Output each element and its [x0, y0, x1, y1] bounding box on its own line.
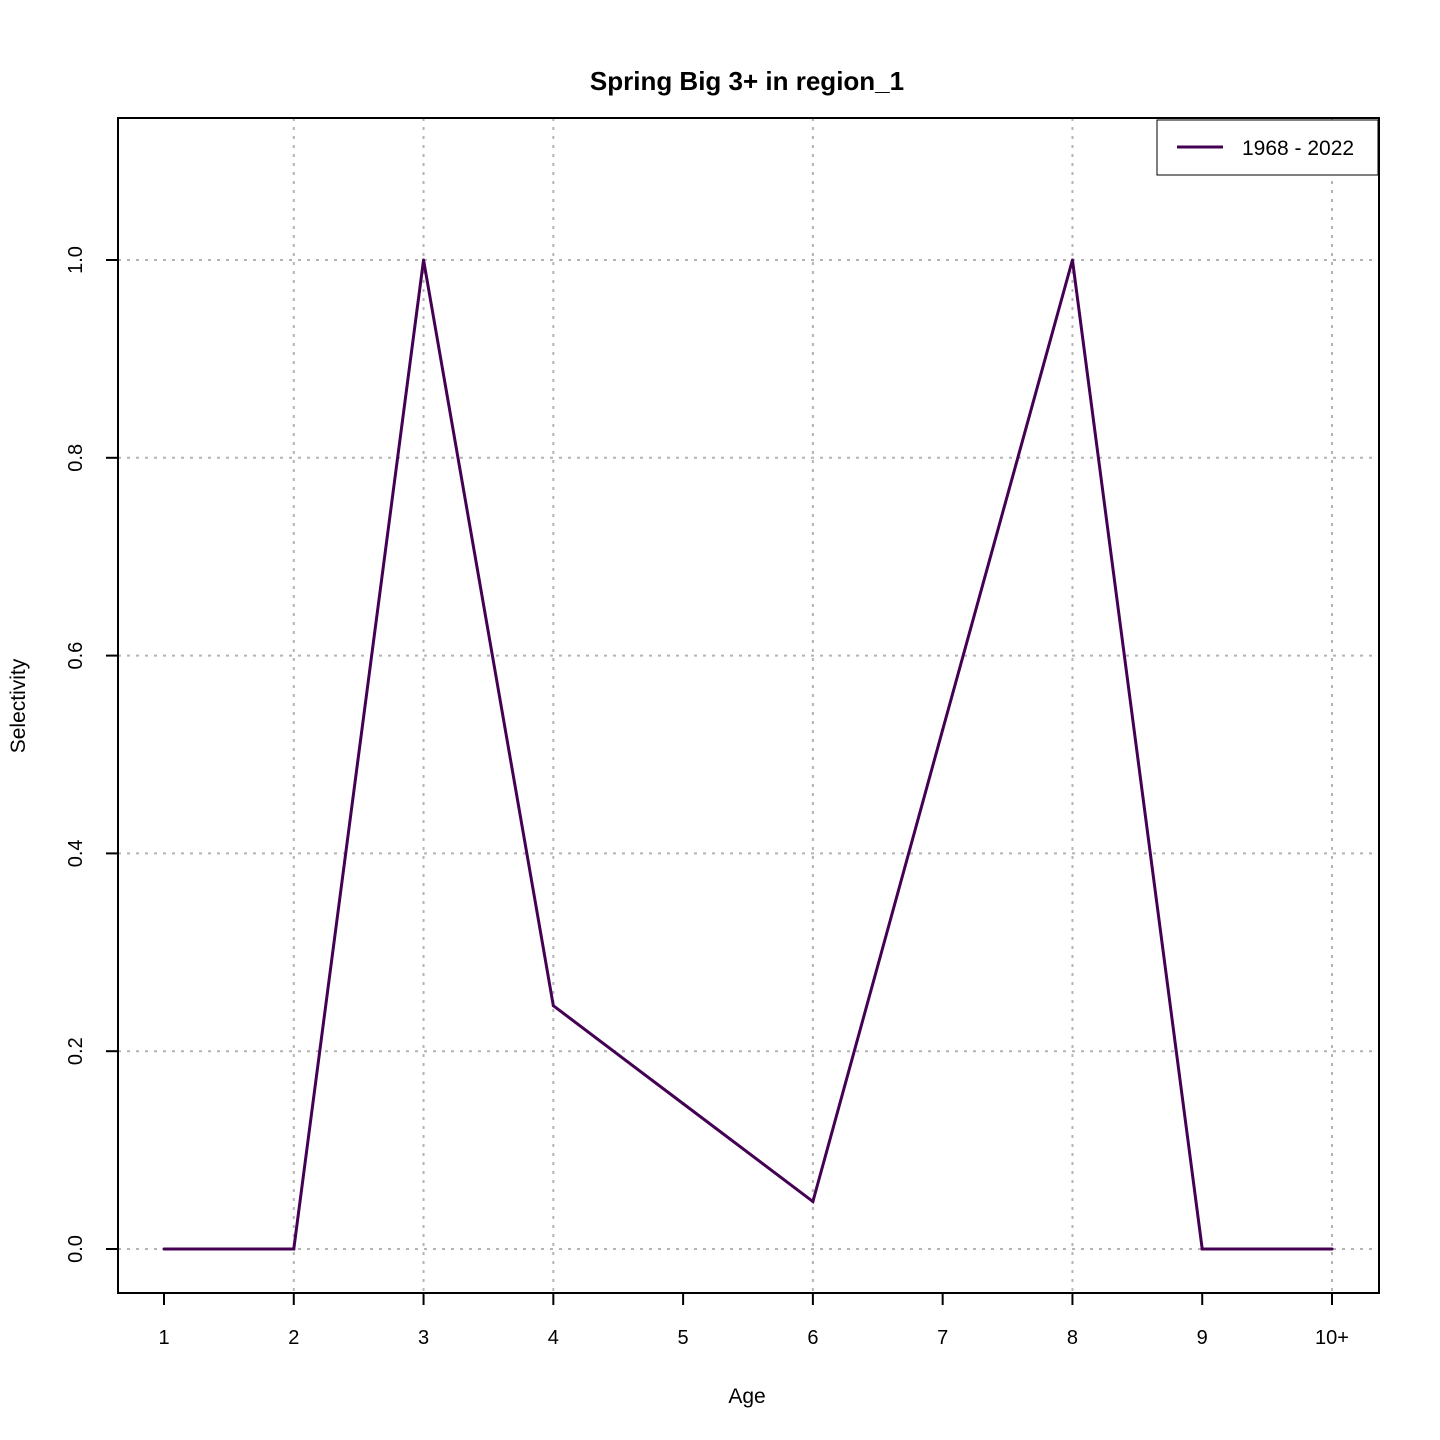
- series-line: [164, 259, 1332, 1251]
- data-point: [292, 1247, 296, 1251]
- y-axis: 0.0 0.2 0.4 0.6 0.8 1.0: [65, 246, 118, 1263]
- x-tick-label: 1: [158, 1327, 169, 1349]
- y-tick-label: 0.2: [65, 1037, 87, 1065]
- x-tick-label: 5: [678, 1327, 689, 1349]
- x-tick-label: 7: [937, 1327, 948, 1349]
- plot-frame: [117, 117, 1380, 1294]
- data-point: [422, 258, 426, 262]
- y-tick-label: 0.8: [65, 444, 87, 472]
- data-point: [1200, 1247, 1204, 1251]
- y-tick-label: 0.6: [65, 642, 87, 670]
- x-axis-label: Age: [728, 1385, 765, 1408]
- x-tick-label: 3: [418, 1327, 429, 1349]
- data-point: [681, 1102, 685, 1106]
- data-point: [162, 1247, 166, 1251]
- x-tick-label: 4: [548, 1327, 559, 1349]
- x-tick-label: 6: [807, 1327, 818, 1349]
- y-tick-label: 0.4: [65, 839, 87, 867]
- data-point: [551, 1004, 555, 1008]
- legend-label: 1968 - 2022: [1242, 137, 1354, 160]
- data-point: [811, 1200, 815, 1204]
- series-layer: [162, 258, 1334, 1251]
- data-point: [1070, 258, 1074, 262]
- y-tick-label: 0.0: [65, 1235, 87, 1263]
- x-axis: 1 2 3 4 5 6 7 8 9 10+: [158, 1293, 1349, 1349]
- legend: 1968 - 2022: [1156, 119, 1379, 176]
- data-point: [1330, 1247, 1334, 1251]
- y-axis-label: Selectivity: [7, 658, 30, 753]
- data-point: [941, 728, 945, 732]
- grid-layer: [118, 118, 1379, 1293]
- chart-title: Spring Big 3+ in region_1: [590, 66, 904, 96]
- y-tick-label: 1.0: [65, 246, 87, 274]
- x-tick-label: 10+: [1315, 1327, 1349, 1349]
- x-tick-label: 2: [288, 1327, 299, 1349]
- x-tick-label: 8: [1067, 1327, 1078, 1349]
- x-tick-label: 9: [1197, 1327, 1208, 1349]
